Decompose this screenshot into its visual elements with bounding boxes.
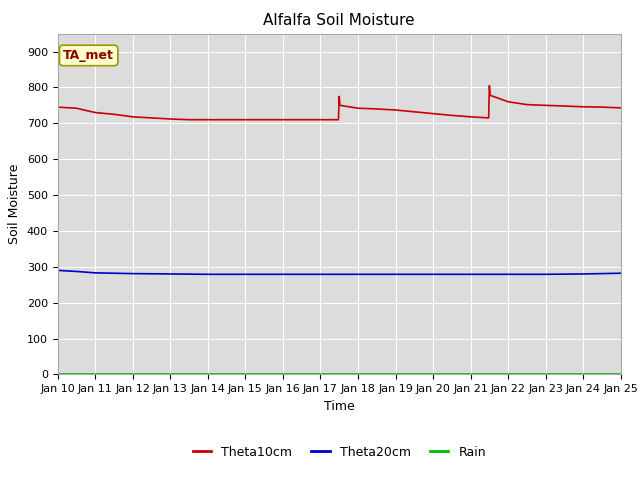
Text: TA_met: TA_met bbox=[63, 49, 114, 62]
Title: Alfalfa Soil Moisture: Alfalfa Soil Moisture bbox=[264, 13, 415, 28]
X-axis label: Time: Time bbox=[324, 400, 355, 413]
Legend: Theta10cm, Theta20cm, Rain: Theta10cm, Theta20cm, Rain bbox=[188, 441, 491, 464]
Y-axis label: Soil Moisture: Soil Moisture bbox=[8, 164, 21, 244]
